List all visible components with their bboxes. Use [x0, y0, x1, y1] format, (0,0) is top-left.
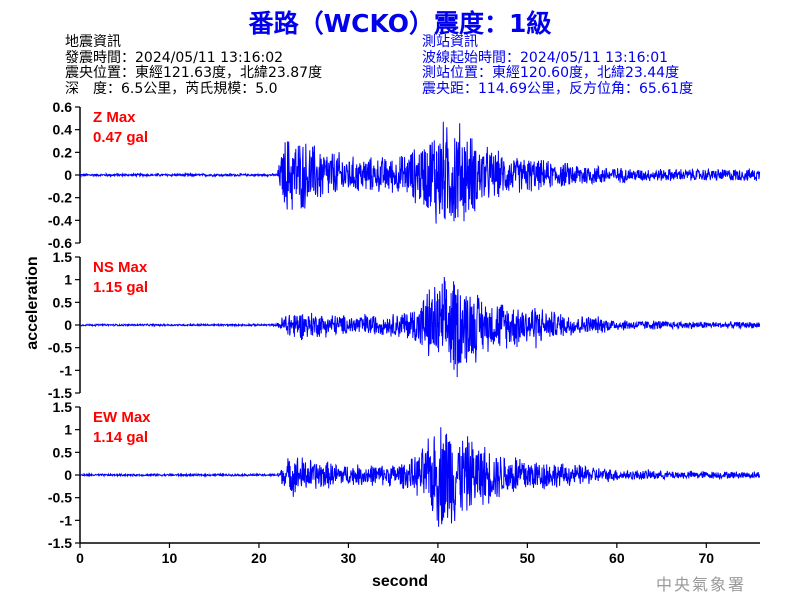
- y-tick-label: -0.5: [48, 340, 72, 356]
- x-tick-label: 70: [699, 550, 715, 566]
- y-tick-label: 0.6: [53, 99, 73, 115]
- max-value: 1.14 gal: [93, 429, 148, 446]
- y-tick-label: -1.5: [48, 385, 72, 401]
- x-tick-label: 0: [76, 550, 84, 566]
- event-info: 地震資訊 發震時間：2024/05/11 13:16:02 震央位置：東經121…: [65, 34, 323, 97]
- record-start: 波線起始時間：2024/05/11 13:16:01: [422, 49, 669, 66]
- x-tick-label: 20: [251, 550, 267, 566]
- waveform-z: [79, 121, 761, 224]
- y-tick-label: 1: [64, 272, 72, 288]
- waveform-ns: [79, 276, 761, 378]
- x-tick-label: 50: [520, 550, 536, 566]
- y-tick-label: 0: [64, 167, 72, 183]
- x-axis-label: second: [372, 573, 428, 590]
- origin-time: 發震時間：2024/05/11 13:16:02: [65, 49, 284, 66]
- event-info-heading: 地震資訊: [65, 34, 121, 50]
- y-tick-label: 0: [64, 467, 72, 483]
- waveform-ew: [79, 427, 761, 527]
- y-tick-label: 1.5: [53, 399, 73, 415]
- panel-ew: 1.5 1 0.5 0 -0.5 -1 -1.5 EW Max 1.14 gal: [48, 399, 761, 551]
- y-tick-label: -1: [60, 512, 73, 528]
- y-axis-label: acceleration: [24, 256, 41, 349]
- distance-azimuth: 震央距：114.69公里，反方位角：65.61度: [422, 80, 694, 97]
- max-value: 1.15 gal: [93, 279, 148, 296]
- y-tick-label: 0.4: [53, 122, 73, 138]
- watermark: 中央氣象署: [656, 575, 747, 594]
- y-tick-label: -0.6: [48, 235, 72, 251]
- y-tick-label: 0.2: [53, 144, 73, 160]
- y-tick-label: -0.5: [48, 490, 72, 506]
- max-label: Z Max: [93, 109, 136, 126]
- epicenter: 震央位置：東經121.63度，北緯23.87度: [65, 65, 323, 81]
- depth-magnitude: 深 度：6.5公里，芮氏規模：5.0: [65, 80, 278, 97]
- y-tick-label: -1: [60, 362, 73, 378]
- station-info: 測站資訊 波線起始時間：2024/05/11 13:16:01 測站位置：東經1…: [422, 34, 694, 97]
- max-label: NS Max: [93, 259, 148, 276]
- max-value: 0.47 gal: [93, 129, 148, 146]
- x-tick-label: 40: [430, 550, 446, 566]
- y-tick-label: 0.5: [53, 444, 73, 460]
- y-tick-label: 1.5: [53, 249, 73, 265]
- x-tick-label: 10: [162, 550, 178, 566]
- x-tick-label: 60: [609, 550, 625, 566]
- y-tick-label: 0.5: [53, 294, 73, 310]
- max-label: EW Max: [93, 409, 151, 426]
- chart-title: 番路（WCKO）震度：1級: [248, 9, 552, 38]
- station-info-heading: 測站資訊: [422, 34, 478, 50]
- y-tick-label: -1.5: [48, 535, 72, 551]
- panel-ns: 1.5 1 0.5 0 -0.5 -1 -1.5 NS Max 1.15 gal: [48, 249, 761, 401]
- station-location: 測站位置：東經120.60度，北緯23.44度: [422, 65, 680, 81]
- panel-z: 0.6 0.4 0.2 0 -0.2 -0.4 -0.6 Z Max 0.47 gal: [48, 99, 761, 251]
- y-tick-label: 1: [64, 422, 72, 438]
- y-tick-label: 0: [64, 317, 72, 333]
- y-tick-label: -0.2: [48, 190, 72, 206]
- x-tick-label: 30: [341, 550, 357, 566]
- y-tick-label: -0.4: [48, 212, 72, 228]
